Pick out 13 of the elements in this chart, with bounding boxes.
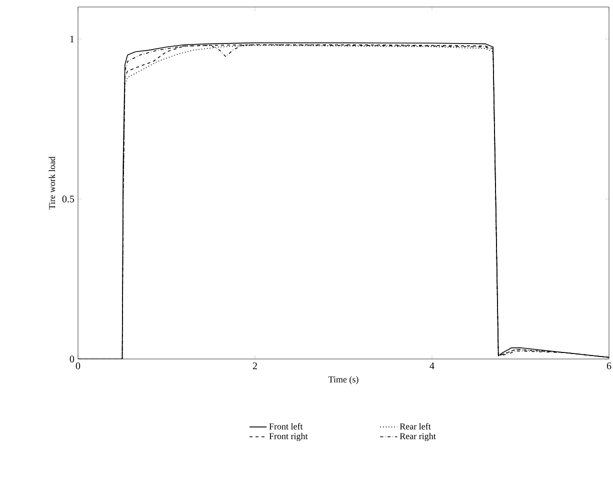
legend-label: Front left: [269, 423, 303, 430]
y-axis-title: Tire work load: [48, 156, 56, 210]
x-tick-label: 6: [606, 362, 612, 370]
legend-label: Front right: [269, 432, 308, 442]
x-tick-label: 0: [76, 362, 80, 370]
y-tick-label: 0.5: [62, 196, 74, 202]
y-tick-label: 1: [70, 36, 74, 42]
x-tick-label: 2: [252, 362, 257, 370]
x-axis-title: Time (s): [328, 376, 358, 384]
x-tick-label: 4: [430, 362, 434, 370]
legend-label: Rear right: [400, 432, 436, 442]
legend-label: Rear left: [400, 423, 431, 430]
y-tick-label: 0: [70, 356, 74, 362]
